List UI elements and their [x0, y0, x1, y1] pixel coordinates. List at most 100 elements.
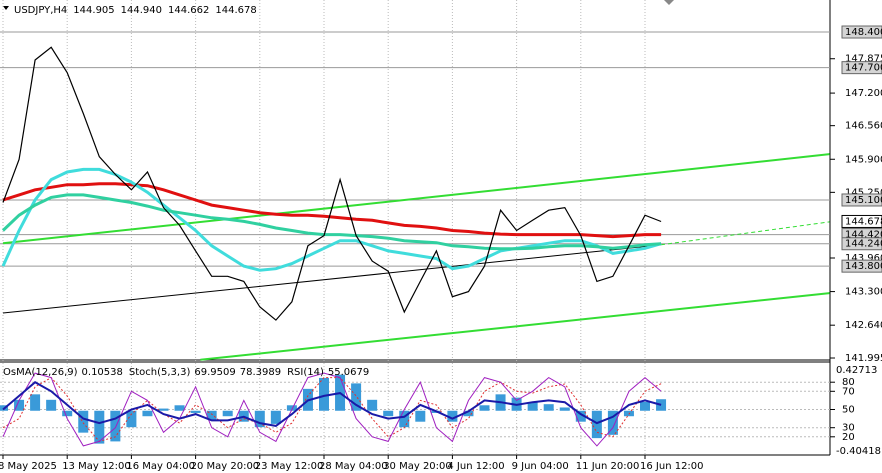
x-tick-label: 16 May 04:00: [126, 461, 195, 472]
osma-bar: [270, 410, 281, 424]
price-label: 144.678: [845, 216, 882, 227]
x-tick-label: 30 May 20:00: [383, 461, 452, 472]
osma-bar: [607, 410, 618, 435]
osma-bar: [383, 410, 394, 417]
osma-bar: [142, 410, 153, 417]
level-label: 144.420: [845, 230, 882, 241]
price-box: [841, 214, 882, 228]
price-line: [2, 46, 662, 321]
level-box: [841, 25, 882, 39]
osma-bar: [126, 410, 137, 428]
y-tick-label: 141.995: [845, 353, 882, 364]
osma-bar: [447, 410, 458, 422]
moving-average: [1, 167, 662, 272]
osma-bar: [222, 410, 233, 417]
osma-bar: [415, 410, 426, 422]
y-tick-label: 30: [842, 423, 855, 434]
osma-bar: [206, 410, 217, 420]
osc-header: OsMA(12,26,9) 0.10538 Stoch(5,3,3) 69.9509 7…: [3, 367, 369, 378]
y-tick-label: 20: [842, 432, 855, 443]
osc-header-item: 55.0679: [328, 367, 369, 378]
osma-bar: [62, 410, 73, 417]
trendline: [2, 153, 830, 245]
osma-bar: [286, 405, 297, 411]
level-label: 147.700: [845, 63, 882, 74]
trendline: [200, 292, 830, 361]
high: 144.940: [121, 5, 162, 16]
y-tick-label: 142.640: [845, 320, 882, 331]
osma-bar: [527, 401, 538, 411]
y-tick-label: 70: [842, 386, 855, 397]
osma-bar: [543, 404, 554, 411]
osma-bar: [591, 410, 602, 439]
osma-bar: [640, 401, 650, 411]
osma-bar: [399, 410, 410, 428]
y-tick-label: 143.960: [845, 253, 882, 264]
trendline: [2, 244, 662, 314]
osc-header-item: OsMA(12,26,9): [3, 367, 78, 378]
shift-marker: [664, 0, 674, 5]
osc-header-item: 0.10538: [82, 367, 123, 378]
osma-bar: [559, 407, 570, 411]
x-tick-label: 16 Jun 12:00: [640, 461, 704, 472]
osma-bar: [78, 410, 89, 433]
osma-bar: [479, 405, 490, 411]
trendline: [660, 221, 830, 246]
header: USDJPY,H4 144.905 144.940 144.662 144.678: [14, 5, 257, 16]
osma-bar: [319, 377, 329, 411]
y-tick-label: 145.250: [845, 187, 882, 198]
y-tick-label: 145.900: [845, 154, 882, 165]
level-box: [841, 61, 882, 75]
y-tick-label: 147.200: [845, 88, 882, 99]
osc-header-item: RSI(14): [287, 367, 324, 378]
x-tick-label: 9 Jun 04:00: [512, 461, 569, 472]
osma-bar: [94, 410, 105, 444]
osma-bar: [14, 399, 25, 411]
oscillator-line: [2, 380, 662, 427]
x-tick-label: 11 Jun 20:00: [576, 461, 640, 472]
level-label: 148.400: [845, 27, 882, 38]
osc-header-item: 78.3989: [240, 367, 281, 378]
level-label: 144.240: [845, 239, 882, 250]
y-tick-label: 50: [842, 405, 855, 416]
symbol: USDJPY,H4: [14, 5, 67, 16]
y-tick-label: 143.300: [845, 287, 882, 298]
y-tick-label: 147.875: [845, 54, 882, 65]
osc-header-item: Stoch(5,3,3): [129, 367, 191, 378]
level-label: 143.800: [845, 261, 882, 272]
moving-average: [2, 182, 662, 239]
x-tick-label: 13 May 12:00: [62, 461, 131, 472]
osc-header-item: 69.9509: [194, 367, 235, 378]
menu-icon[interactable]: [3, 6, 9, 10]
x-tick-label: 28 May 04:00: [319, 461, 388, 472]
oscillator-line: [2, 376, 662, 442]
y-tick-label: 80: [842, 377, 855, 388]
oscillator-line: [2, 372, 662, 447]
osma-bar: [46, 399, 57, 411]
y-tick-label: 0.42713: [836, 365, 877, 376]
level-box: [841, 193, 882, 207]
osma-bar: [367, 399, 378, 411]
osma-bar: [158, 408, 169, 411]
level-label: 145.100: [845, 195, 882, 206]
x-tick-label: 23 May 12:00: [255, 461, 324, 472]
moving-average: [1, 193, 662, 251]
x-tick-label: 20 May 20:00: [191, 461, 260, 472]
open: 144.905: [73, 5, 114, 16]
level-box: [841, 237, 882, 251]
osma-bar: [174, 405, 185, 411]
osma-bar: [351, 383, 362, 411]
osma-bar: [254, 410, 265, 428]
osma-bar: [110, 410, 121, 442]
osma-bar: [575, 410, 586, 422]
x-tick-label: 8 May 2025: [0, 461, 57, 472]
y-tick-label: 146.560: [845, 121, 882, 132]
x-tick-label: 4 Jun 12:00: [447, 461, 504, 472]
osma-bar: [463, 410, 474, 417]
osma-bar: [190, 410, 201, 413]
osma-bar: [30, 394, 41, 411]
low: 144.662: [168, 5, 209, 16]
close: 144.678: [215, 5, 256, 16]
